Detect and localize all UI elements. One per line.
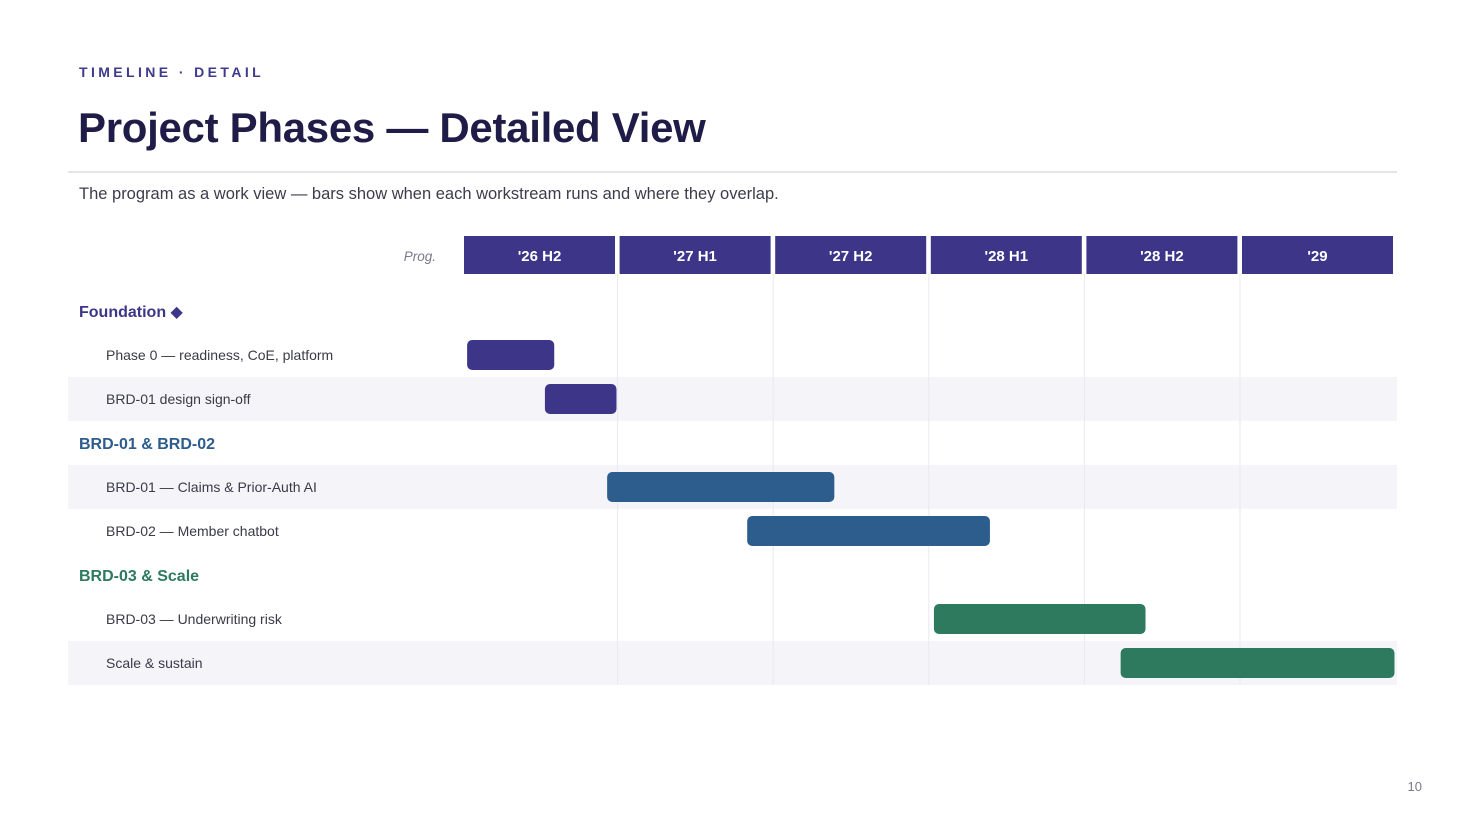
period-header-label: '27 H2 <box>829 248 873 265</box>
group-label: Foundation ◆ <box>79 304 184 321</box>
task-bar <box>1120 648 1395 678</box>
row-stripe <box>68 377 1397 421</box>
period-header-label: '28 H2 <box>1140 248 1184 265</box>
task-bar <box>933 604 1146 634</box>
page-subtitle: The program as a work view — bars show w… <box>79 185 779 203</box>
group-label: BRD-01 & BRD-02 <box>79 436 215 453</box>
task-label: BRD-02 — Member chatbot <box>106 523 279 539</box>
task-label: BRD-03 — Underwriting risk <box>106 611 283 627</box>
period-header-label: '27 H1 <box>673 248 717 265</box>
period-header-label: '29 <box>1307 248 1327 265</box>
period-header <box>930 236 1082 274</box>
title-divider <box>68 171 1397 173</box>
task-bar <box>607 472 835 502</box>
period-header-label: '26 H2 <box>518 248 562 265</box>
page-title: Project Phases — Detailed View <box>78 104 706 151</box>
period-header <box>464 236 615 274</box>
period-header <box>1086 236 1238 274</box>
task-label: Scale & sustain <box>106 655 203 671</box>
task-label: BRD-01 — Claims & Prior-Auth AI <box>106 479 317 495</box>
period-header <box>775 236 927 274</box>
task-bar <box>747 516 990 546</box>
section-eyebrow: TIMELINE · DETAIL <box>79 64 265 80</box>
label-column-header: Prog. <box>404 249 436 264</box>
task-label: BRD-01 design sign-off <box>106 391 251 407</box>
period-header <box>1242 236 1393 274</box>
period-header <box>619 236 771 274</box>
task-bar <box>544 384 617 414</box>
task-bar <box>467 340 555 370</box>
task-label: Phase 0 — readiness, CoE, platform <box>106 347 333 363</box>
page-number: 10 <box>1407 779 1422 794</box>
group-label: BRD-03 & Scale <box>79 568 199 585</box>
period-header-label: '28 H1 <box>985 248 1029 265</box>
